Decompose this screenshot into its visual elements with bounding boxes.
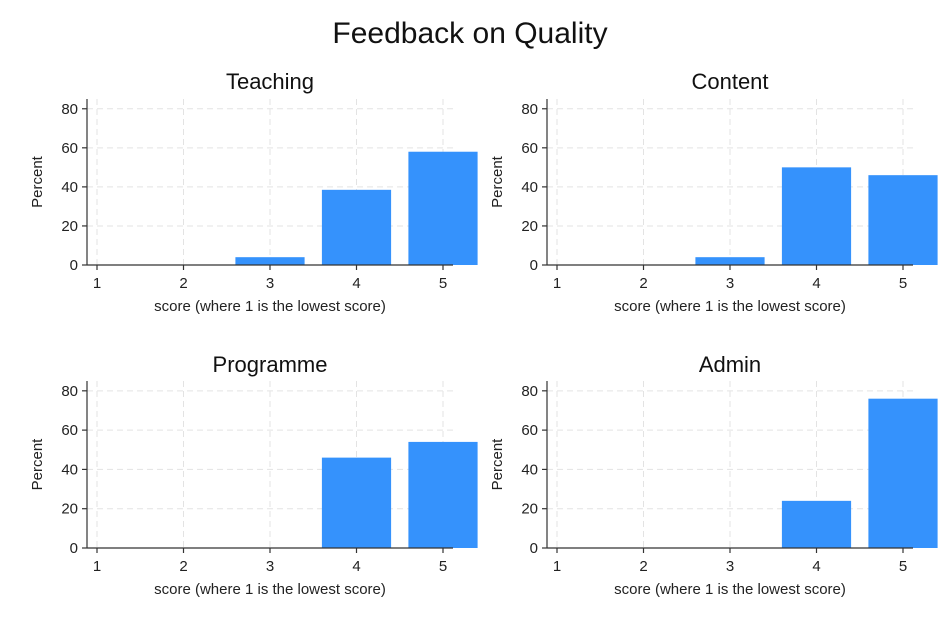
x-tick-label: 5 (439, 558, 447, 575)
panel-programme: 0 20 40 60 80 1 2 3 4 5 Programme score (where 1 is… (29, 352, 478, 598)
x-tick-label: 1 (93, 558, 101, 575)
x-tick-label: 1 (553, 275, 561, 292)
x-tick-label: 1 (93, 275, 101, 292)
x-tick-label: 4 (812, 558, 820, 575)
x-axis-label: score (where 1 is the lowest score) (614, 298, 846, 315)
bar-score-4 (781, 167, 852, 265)
y-tick-label: 40 (521, 461, 538, 478)
y-tick-label: 60 (61, 422, 78, 439)
x-tick-label: 3 (726, 558, 734, 575)
y-tick-label: 40 (61, 461, 78, 478)
panel-title: Admin (699, 352, 761, 377)
y-tick-label: 80 (61, 101, 78, 118)
y-tick-label: 0 (530, 540, 538, 557)
y-tick-label: 20 (521, 501, 538, 518)
x-tick-label: 4 (812, 275, 820, 292)
y-tick-label: 20 (521, 218, 538, 235)
bar-score-4 (321, 189, 392, 265)
panel-teaching: 0 20 40 60 80 1 2 3 4 5 Teaching score (where 1 is … (29, 69, 478, 315)
panel-title: Teaching (226, 69, 314, 94)
x-tick-label: 1 (553, 558, 561, 575)
panel-title: Content (691, 69, 768, 94)
y-tick-label: 80 (61, 383, 78, 400)
bar-score-5 (868, 398, 938, 548)
y-tick-label: 60 (61, 140, 78, 157)
x-tick-label: 2 (639, 558, 647, 575)
y-tick-label: 20 (61, 218, 78, 235)
bar-score-3 (695, 257, 765, 265)
y-axis-label: Percent (489, 438, 506, 491)
x-axis-label: score (where 1 is the lowest score) (614, 581, 846, 598)
x-tick-label: 4 (352, 558, 360, 575)
panel-content: 0 20 40 60 80 1 2 3 4 5 Content score (where 1 is t… (489, 69, 938, 315)
panel-admin: 0 20 40 60 80 1 2 3 4 5 Admin score (where 1 is the… (489, 352, 938, 598)
x-tick-label: 5 (899, 558, 907, 575)
bar-score-5 (408, 441, 478, 548)
x-axis-label: score (where 1 is the lowest score) (154, 298, 386, 315)
x-tick-label: 2 (179, 558, 187, 575)
x-tick-label: 3 (726, 275, 734, 292)
y-tick-label: 60 (521, 140, 538, 157)
bar-score-5 (868, 175, 938, 265)
bar-score-4 (321, 457, 392, 548)
y-axis-label: Percent (29, 438, 46, 491)
bar-score-3 (235, 257, 305, 265)
x-tick-label: 2 (639, 275, 647, 292)
y-tick-label: 80 (521, 101, 538, 118)
y-tick-label: 0 (70, 540, 78, 557)
y-tick-label: 40 (521, 179, 538, 196)
bar-score-4 (781, 500, 852, 548)
y-tick-label: 0 (530, 257, 538, 274)
y-axis-label: Percent (489, 155, 506, 208)
bar-score-5 (408, 151, 478, 265)
x-axis-label: score (where 1 is the lowest score) (154, 581, 386, 598)
y-tick-label: 80 (521, 383, 538, 400)
x-tick-label: 4 (352, 275, 360, 292)
y-tick-label: 60 (521, 422, 538, 439)
x-tick-label: 5 (899, 275, 907, 292)
x-tick-label: 2 (179, 275, 187, 292)
x-tick-label: 3 (266, 275, 274, 292)
panel-title: Programme (213, 352, 328, 377)
y-axis-label: Percent (29, 155, 46, 208)
figure-title: Feedback on Quality (332, 17, 607, 50)
y-tick-label: 40 (61, 179, 78, 196)
x-tick-label: 3 (266, 558, 274, 575)
y-tick-label: 0 (70, 257, 78, 274)
y-tick-label: 20 (61, 501, 78, 518)
x-tick-label: 5 (439, 275, 447, 292)
